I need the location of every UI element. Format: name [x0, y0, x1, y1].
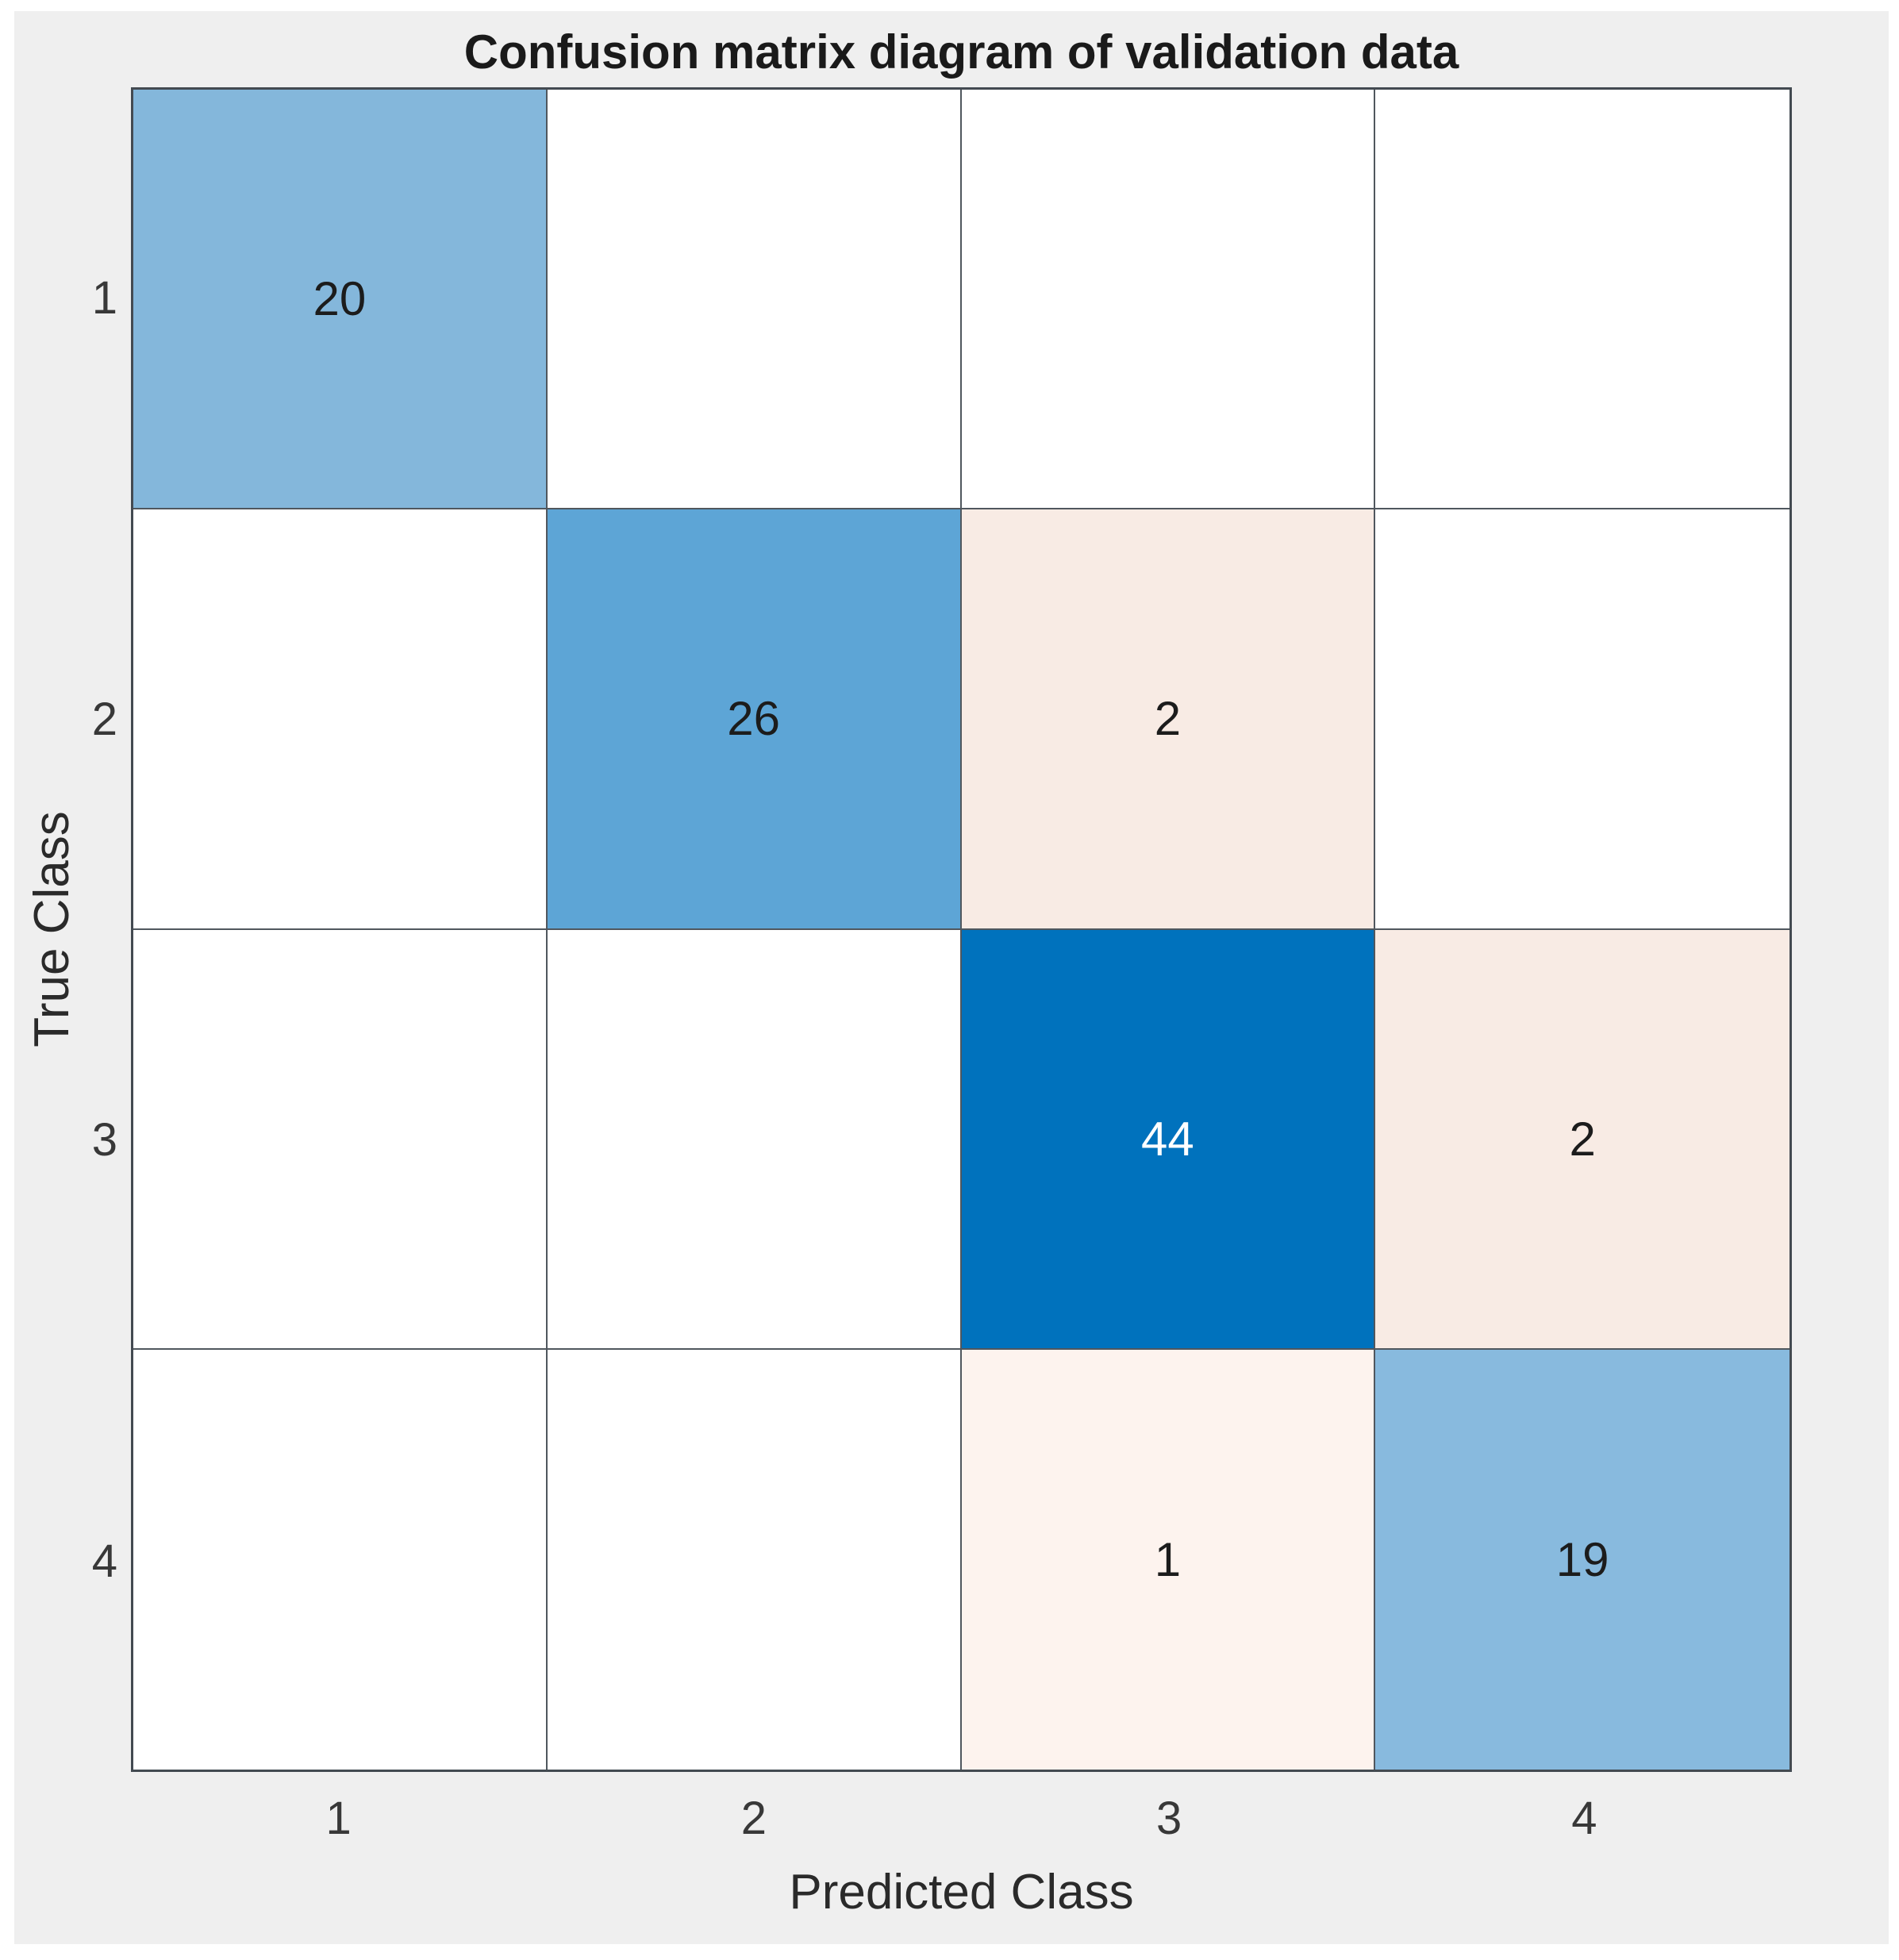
matrix-cell-r2c3: 2 — [961, 509, 1376, 930]
matrix-cell-r3c2 — [547, 929, 962, 1350]
x-tick-label-2: 2 — [740, 1792, 767, 1844]
matrix-cell-r3c1 — [133, 929, 548, 1350]
matrix-cell-r4c4: 19 — [1375, 1349, 1789, 1770]
x-tick-label-4: 4 — [1571, 1792, 1597, 1844]
confusion-matrix-grid: 20 26 2 44 2 1 19 — [131, 87, 1792, 1772]
chart-title: Confusion matrix diagram of validation d… — [463, 25, 1459, 79]
x-axis-ticks: 1 2 3 4 — [131, 1786, 1792, 1850]
matrix-cell-r3c4: 2 — [1375, 929, 1789, 1350]
matrix-cell-r2c4 — [1375, 509, 1789, 930]
matrix-cell-r4c1 — [133, 1349, 548, 1770]
y-tick-label-1: 1 — [91, 271, 117, 324]
y-tick-label-3: 3 — [91, 1114, 117, 1166]
matrix-cell-r1c2 — [547, 90, 962, 510]
matrix-cell-r1c1: 20 — [133, 90, 548, 510]
y-tick-label-4: 4 — [91, 1535, 117, 1588]
matrix-cell-r2c1 — [133, 509, 548, 930]
y-axis-ticks: 1 2 3 4 — [14, 87, 117, 1772]
x-axis-label: Predicted Class — [789, 1864, 1134, 1920]
y-tick-label-2: 2 — [91, 693, 117, 745]
matrix-cell-r4c2 — [547, 1349, 962, 1770]
matrix-cell-r4c3: 1 — [961, 1349, 1376, 1770]
matrix-cell-r1c3 — [961, 90, 1376, 510]
matrix-cell-r1c4 — [1375, 90, 1789, 510]
x-tick-label-3: 3 — [1155, 1792, 1182, 1844]
x-tick-label-1: 1 — [325, 1792, 352, 1844]
confusion-matrix-figure: Confusion matrix diagram of validation d… — [14, 11, 1889, 1944]
matrix-cell-r3c3: 44 — [961, 929, 1376, 1350]
matrix-cell-r2c2: 26 — [547, 509, 962, 930]
